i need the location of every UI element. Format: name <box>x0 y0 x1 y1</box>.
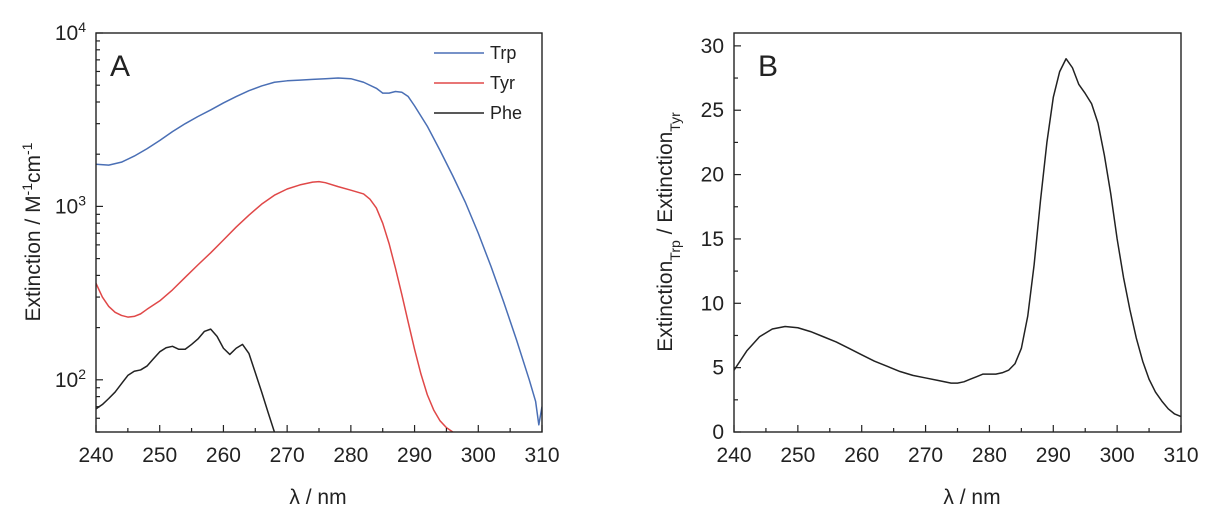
legend-label-tyr: Tyr <box>490 73 515 93</box>
panel-b-series-group <box>734 57 1181 418</box>
panel-a-series-group <box>96 77 542 432</box>
panel-b-chart: B 240 250 260 270 280 290 300 310 0 5 10 15 20 25 30 λ… <box>654 32 1199 509</box>
x-tick-label: 250 <box>142 444 177 467</box>
x-tick-label: 290 <box>1036 444 1071 467</box>
y-tick-label: 20 <box>701 164 724 187</box>
panel-a-label: A <box>110 50 130 83</box>
x-tick-label: 260 <box>206 444 241 467</box>
x-tick-label: 310 <box>524 444 559 467</box>
plot-frame <box>733 32 1182 433</box>
panel-b-plot-area: B 240 250 260 270 280 290 300 310 0 5 10 15 20 25 30 <box>701 32 1199 467</box>
series-line-tyr <box>96 180 454 432</box>
plot-frame <box>95 32 543 433</box>
x-tick-label: 300 <box>1100 444 1135 467</box>
x-tick-label: 250 <box>780 444 815 467</box>
panel-a-plot-area: A 240 250 260 270 280 290 300 310 102 103 104 Trp Ty… <box>55 19 560 467</box>
x-tick-label: 300 <box>461 444 496 467</box>
x-tick-label: 240 <box>78 444 113 467</box>
y-tick-label: 103 <box>55 192 86 218</box>
y-tick-label: 30 <box>701 35 724 58</box>
y-tick-label: 15 <box>701 228 724 251</box>
panel-a-x-axis-label: λ / nm <box>289 486 346 509</box>
x-tick-label: 280 <box>333 444 368 467</box>
panel-a-y-axis-label: Extinction / M-1cm-1 <box>19 142 45 321</box>
legend: Trp Tyr Phe <box>434 43 522 123</box>
x-tick-label: 290 <box>397 444 432 467</box>
x-tick-label: 270 <box>908 444 943 467</box>
x-tick-label: 260 <box>844 444 879 467</box>
panel-b-y-axis-label: ExtinctionTrp / ExtinctionTyr <box>654 112 683 352</box>
series-line-ratio <box>734 57 1181 418</box>
panel-b-label: B <box>758 50 778 83</box>
x-tick-label: 270 <box>270 444 305 467</box>
x-tick-label: 310 <box>1163 444 1198 467</box>
y-tick-label: 25 <box>701 99 724 122</box>
panel-a-chart: A 240 250 260 270 280 290 300 310 102 103 104 Trp Ty… <box>19 19 560 509</box>
y-tick-label: 102 <box>55 366 86 392</box>
legend-label-trp: Trp <box>490 43 516 63</box>
legend-label-phe: Phe <box>490 103 522 123</box>
panel-b-x-axis-label: λ / nm <box>943 486 1000 509</box>
y-tick-label: 0 <box>712 421 724 444</box>
x-tick-label: 280 <box>972 444 1007 467</box>
y-tick-label: 5 <box>712 357 724 380</box>
x-tick-label: 240 <box>716 444 751 467</box>
series-line-phe <box>96 328 276 432</box>
series-line-trp <box>96 77 542 426</box>
y-tick-label: 104 <box>55 19 86 45</box>
y-tick-label: 10 <box>701 292 724 315</box>
